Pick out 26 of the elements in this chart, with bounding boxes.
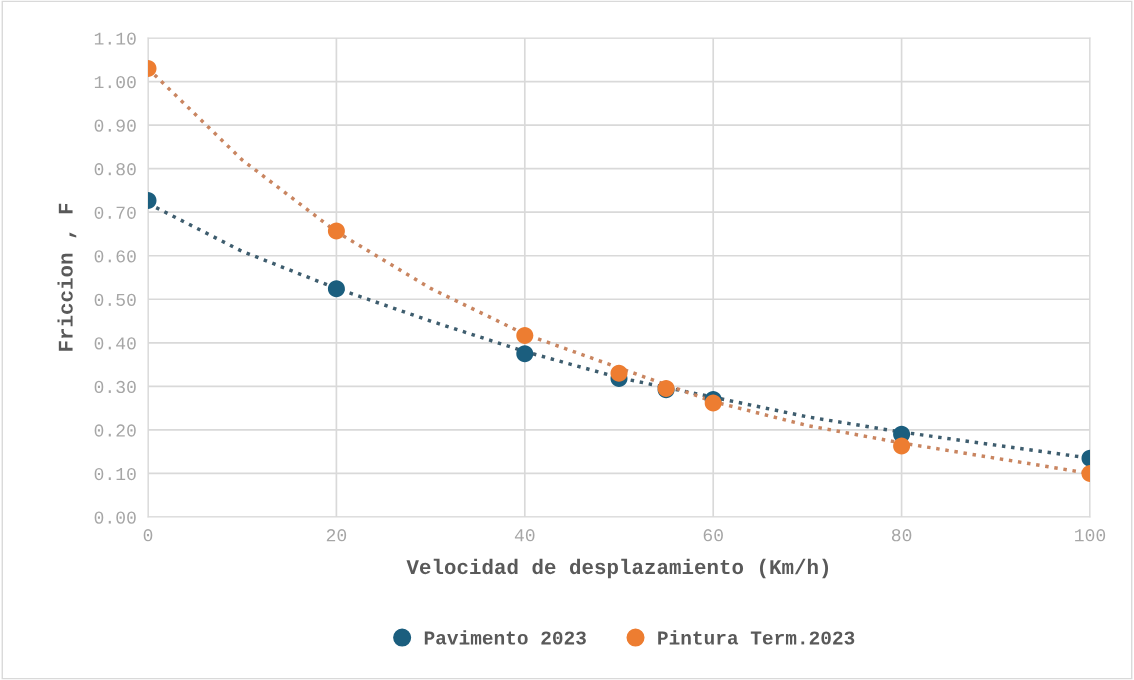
point (516, 345, 534, 363)
y-tick-label: 0.60 (94, 250, 136, 263)
y-tick-label: 0.70 (94, 206, 136, 219)
x-axis-title: Velocidad de desplazamiento (Km/h) (406, 558, 829, 579)
y-tick-label: 0.30 (94, 380, 136, 394)
x-tick-label: 40 (514, 529, 535, 542)
y-tick-label: 0.40 (94, 337, 136, 350)
x-tick-label: 20 (326, 529, 347, 542)
legend-label: Pavimento 2023 (424, 630, 586, 645)
y-tick-label: 0.90 (94, 119, 136, 132)
y-tick-label: 0.80 (94, 163, 136, 176)
y-tick-label: 0.20 (94, 424, 136, 437)
point (610, 364, 628, 382)
y-tick-label: 0.00 (94, 511, 136, 524)
y-axis-title: Friccion , F (57, 203, 77, 351)
x-tick-label: 100 (1075, 529, 1106, 542)
x-tick-label: 80 (891, 529, 912, 542)
point (516, 326, 534, 344)
x-tick-label: 0 (143, 529, 153, 542)
y-tick-label: 1.10 (94, 32, 136, 45)
legend-label: Pintura Term.2023 (658, 630, 855, 645)
x-tick-label: 60 (703, 529, 723, 542)
y-tick-label: 0.50 (94, 293, 136, 306)
y-tick-label: 1.00 (94, 76, 136, 89)
point (704, 394, 722, 412)
y-tick-label: 0.10 (94, 467, 136, 481)
